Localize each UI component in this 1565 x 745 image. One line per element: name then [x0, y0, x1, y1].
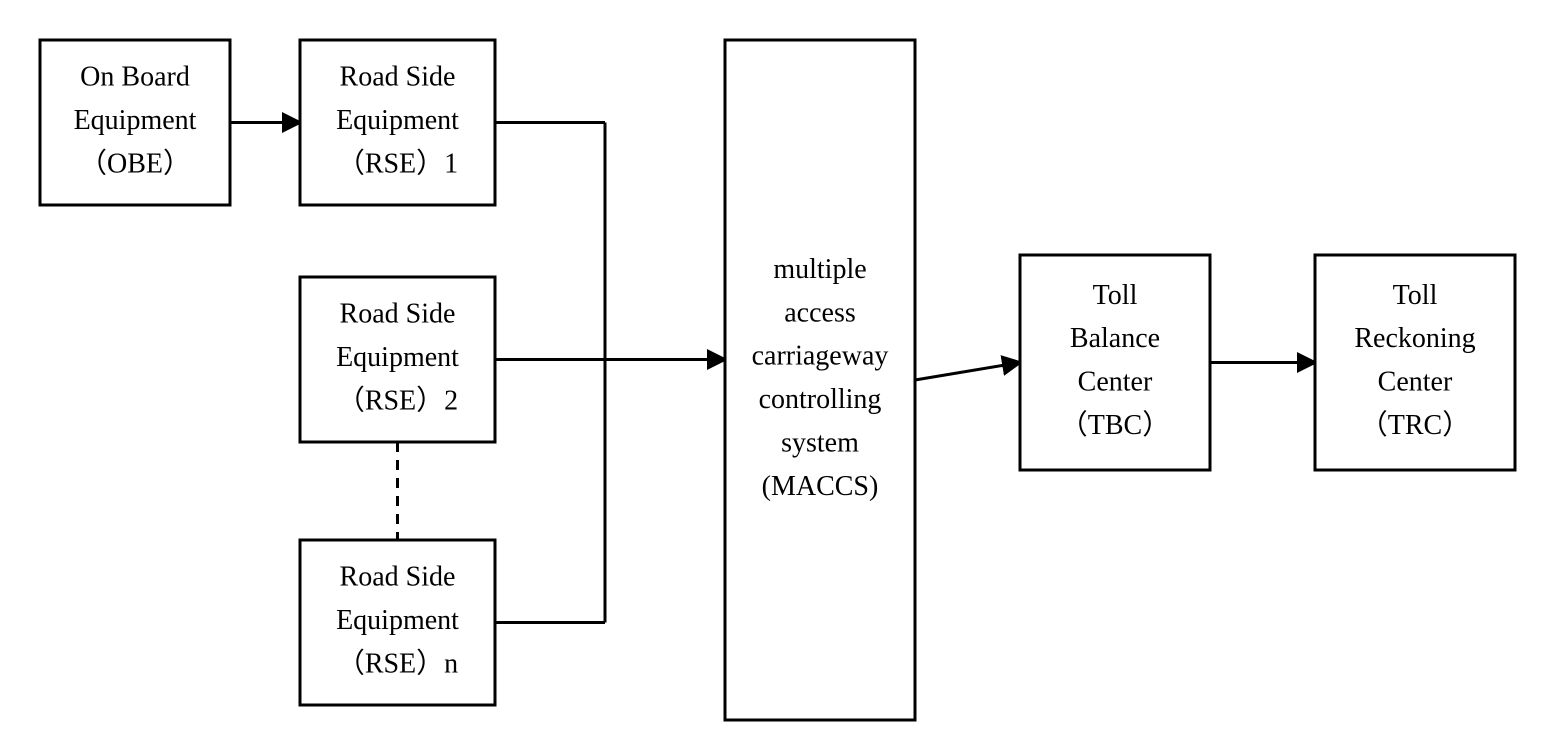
node-trc-line-1: Reckoning: [1354, 323, 1475, 354]
node-rse2-line-1: Equipment: [336, 342, 459, 373]
node-trc-line-3: （TRC）: [1360, 409, 1470, 441]
node-rsen-line-0: Road Side: [340, 562, 456, 593]
node-rsen-line-1: Equipment: [336, 605, 459, 636]
node-rsen-line-2: （RSE）n: [337, 647, 458, 679]
node-maccs-line-0: multiple: [773, 254, 866, 285]
node-rse1-line-2: （RSE）1: [337, 147, 458, 179]
node-tbc-line-0: Toll: [1093, 280, 1138, 311]
node-rse2-line-0: Road Side: [340, 299, 456, 330]
node-rsen: Road Side Equipment （RSE）n: [300, 540, 495, 705]
edge-maccs-tbc: [915, 363, 1020, 381]
node-maccs-line-2: carriageway: [752, 341, 889, 372]
node-tbc-line-2: Center: [1078, 367, 1153, 398]
node-maccs-line-3: controlling: [759, 384, 882, 415]
node-tbc-line-1: Balance: [1070, 323, 1160, 354]
node-maccs-line-1: access: [784, 297, 856, 328]
node-tbc-line-3: （TBC）: [1060, 409, 1170, 441]
node-obe-line-2: （OBE）: [79, 147, 191, 179]
node-rse1: Road Side Equipment （RSE）1: [300, 40, 495, 205]
node-maccs-line-5: (MACCS): [762, 471, 879, 502]
node-trc-line-0: Toll: [1393, 280, 1438, 311]
node-trc-line-2: Center: [1378, 367, 1453, 398]
node-obe: On Board Equipment （OBE）: [40, 40, 230, 205]
node-obe-line-1: Equipment: [74, 105, 197, 136]
node-trc: Toll Reckoning Center （TRC）: [1315, 255, 1515, 470]
flowchart-diagram: On Board Equipment （OBE） Road Side Equipment…: [0, 0, 1565, 745]
node-maccs-line-4: system: [781, 428, 859, 459]
node-rse1-line-0: Road Side: [340, 62, 456, 93]
node-tbc: Toll Balance Center （TBC）: [1020, 255, 1210, 470]
node-rse2: Road Side Equipment （RSE）2: [300, 277, 495, 442]
node-maccs: multiple access carriageway controlling syst…: [725, 40, 915, 720]
node-rse2-line-2: （RSE）2: [337, 384, 458, 416]
node-obe-line-0: On Board: [80, 62, 190, 93]
node-rse1-line-1: Equipment: [336, 105, 459, 136]
